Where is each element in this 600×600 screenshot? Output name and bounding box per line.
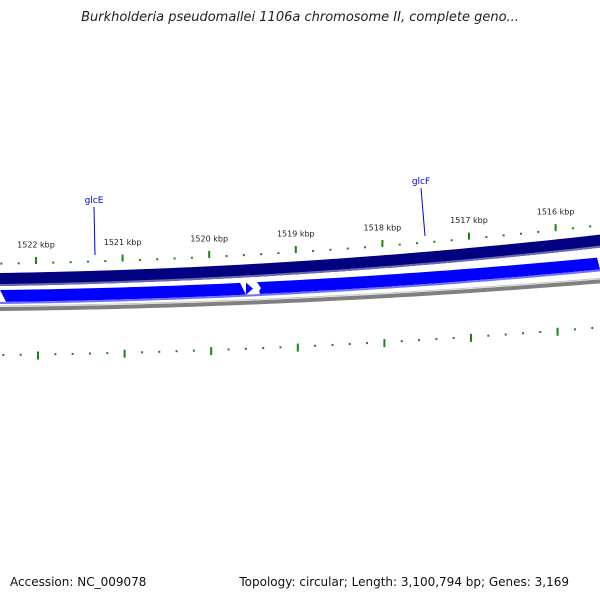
minor-tick <box>175 350 178 353</box>
major-tick <box>35 257 37 265</box>
minor-tick <box>348 343 351 346</box>
minor-tick <box>227 348 230 351</box>
minor-tick <box>190 256 193 259</box>
minor-tick <box>487 334 490 337</box>
backbone-highlight <box>0 277 600 307</box>
gene-label-glcE[interactable]: glcE <box>85 196 104 206</box>
major-tick <box>554 224 557 232</box>
major-tick <box>556 327 559 336</box>
minor-tick <box>279 346 282 349</box>
major-tick <box>296 343 299 352</box>
minor-tick <box>277 252 280 255</box>
minor-tick <box>173 257 176 260</box>
minor-tick <box>52 261 55 264</box>
scale-label: 1519 kbp <box>277 229 315 238</box>
minor-tick <box>571 227 574 230</box>
scale-label: 1522 kbp <box>17 240 55 249</box>
reverse-strand-gene <box>257 257 600 294</box>
minor-tick <box>331 343 334 346</box>
reverse-strand-shadow <box>0 269 600 304</box>
minor-tick <box>418 339 421 342</box>
minor-tick <box>242 254 245 257</box>
major-tick <box>381 239 384 247</box>
minor-tick <box>262 347 265 350</box>
minor-tick <box>192 349 195 352</box>
scale-label: 1521 kbp <box>104 238 142 247</box>
minor-tick <box>86 260 89 263</box>
major-tick <box>470 333 472 342</box>
minor-tick <box>312 249 315 252</box>
minor-tick <box>364 246 367 249</box>
minor-tick <box>589 225 592 228</box>
minor-tick <box>502 234 505 237</box>
minor-tick <box>244 347 247 350</box>
scale-label: 1520 kbp <box>190 234 228 243</box>
major-tick <box>123 349 126 358</box>
minor-tick <box>156 258 159 261</box>
minor-tick <box>19 353 22 356</box>
minor-tick <box>450 239 453 242</box>
minor-tick <box>400 340 403 343</box>
minor-tick <box>138 258 141 261</box>
gene-label-glcF[interactable]: glcF <box>412 177 430 187</box>
scale-label: 1516 kbp <box>537 207 575 216</box>
minor-tick <box>485 236 488 239</box>
major-tick <box>468 232 470 240</box>
minor-tick <box>521 332 524 335</box>
minor-tick <box>452 337 455 340</box>
genome-summary-text: Topology: circular; Length: 3,100,794 bp… <box>239 575 569 589</box>
scale-label: 1518 kbp <box>364 223 402 232</box>
minor-tick <box>314 344 317 347</box>
gene-label-leader <box>93 206 96 256</box>
minor-tick <box>504 333 507 336</box>
minor-tick <box>416 242 419 245</box>
major-tick <box>208 250 211 258</box>
minor-tick <box>539 331 542 334</box>
major-tick <box>383 339 386 348</box>
gene-notch <box>257 282 261 295</box>
minor-tick <box>54 353 57 356</box>
major-tick <box>121 254 124 262</box>
minor-tick <box>106 352 109 355</box>
scale-label: 1517 kbp <box>450 216 488 225</box>
minor-tick <box>398 243 401 246</box>
minor-tick <box>591 327 594 330</box>
major-tick <box>37 351 39 360</box>
minor-tick <box>346 247 349 250</box>
minor-tick <box>260 253 263 256</box>
minor-tick <box>329 248 332 251</box>
minor-tick <box>2 353 5 356</box>
minor-tick <box>573 328 576 331</box>
minor-tick <box>366 342 369 345</box>
reverse-strand-gene <box>0 282 246 302</box>
minor-tick <box>433 240 436 243</box>
minor-tick <box>71 352 74 355</box>
minor-tick <box>0 262 3 265</box>
minor-tick <box>69 261 72 264</box>
minor-tick <box>104 260 107 263</box>
major-tick <box>294 246 297 254</box>
minor-tick <box>140 351 143 354</box>
forward-strand-shadow <box>0 245 600 286</box>
backbone-track <box>0 279 600 311</box>
gene-arrowhead <box>246 282 253 295</box>
minor-tick <box>225 255 228 258</box>
minor-tick <box>519 232 522 235</box>
minor-tick <box>17 262 20 265</box>
gene-label-leader <box>420 187 426 237</box>
minor-tick <box>88 352 91 355</box>
minor-tick <box>537 230 540 233</box>
forward-strand-gene <box>0 234 600 286</box>
minor-tick <box>158 350 161 353</box>
minor-tick <box>435 338 438 341</box>
page-title: Burkholderia pseudomallei 1106a chromoso… <box>81 10 519 25</box>
accession-text: Accession: NC_009078 <box>10 575 147 589</box>
major-tick <box>210 347 213 356</box>
